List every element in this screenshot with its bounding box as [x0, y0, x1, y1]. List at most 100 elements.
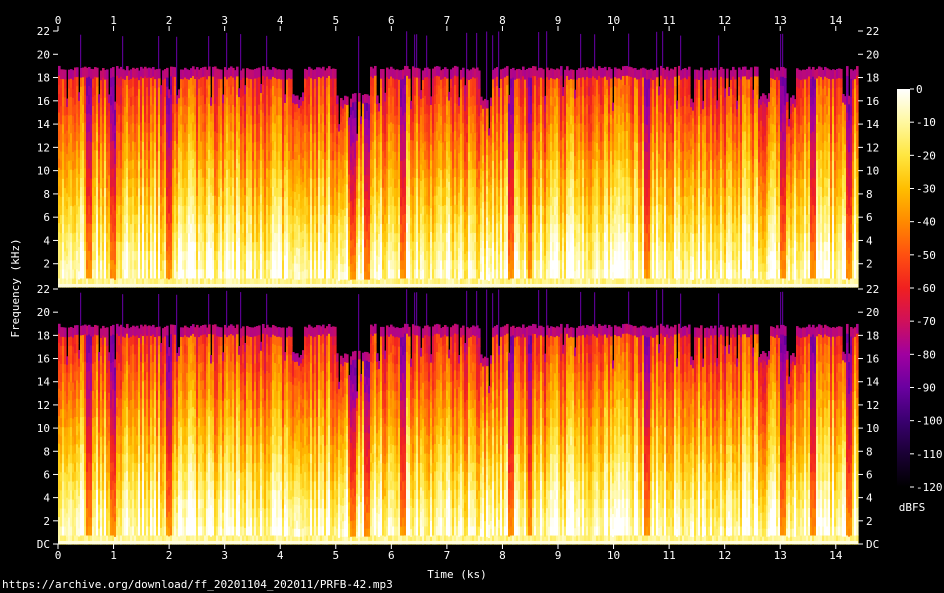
- spectrogram-cell: [314, 87, 317, 98]
- spectrogram-cell: [398, 277, 401, 288]
- spectrogram-cell: [186, 114, 189, 125]
- spectrogram-cell: [340, 271, 343, 280]
- spectrogram-cell: [368, 135, 371, 145]
- spectrogram-cell: [136, 150, 139, 160]
- spectrogram-cell: [380, 141, 383, 152]
- spectrogram-cell: [262, 66, 265, 76]
- spectrogram-cell: [336, 231, 339, 240]
- spectrogram-cell: [332, 205, 335, 215]
- spectrogram-cell: [96, 250, 99, 261]
- spectrogram-cell: [272, 149, 275, 160]
- spectrogram-cell: [94, 277, 97, 288]
- spectrogram-cell: [220, 250, 223, 261]
- spectrogram-cell: [132, 204, 135, 215]
- spectrogram-cell: [164, 214, 167, 225]
- spectrogram-cell: [366, 118, 369, 128]
- spectrogram-cell: [246, 77, 249, 87]
- spectrogram-cell: [280, 277, 283, 288]
- spectrogram-cell: [284, 190, 287, 200]
- spectrogram-cell: [68, 232, 71, 243]
- spectrogram-cell: [302, 157, 305, 166]
- spectrogram-cell: [232, 86, 235, 96]
- spectrogram-cell: [212, 250, 215, 261]
- spectrogram-cell: [378, 133, 381, 143]
- spectrogram-cell: [320, 223, 323, 233]
- spectrogram-cell: [108, 166, 111, 176]
- spectrogram-cell: [144, 259, 147, 270]
- spectrogram-cell: [130, 214, 133, 225]
- spectrogram-cell: [278, 114, 281, 125]
- spectrogram-cell: [270, 78, 273, 89]
- spectrogram-cell: [282, 105, 285, 116]
- spectrogram-cell: [130, 268, 133, 279]
- spectrogram-cell: [296, 207, 299, 216]
- spectrogram-cell: [160, 85, 163, 95]
- spectrogram-cell: [280, 241, 283, 252]
- spectrogram-cell: [398, 88, 401, 98]
- spectrogram-cell: [304, 223, 307, 234]
- spectrogram-cell: [242, 86, 245, 97]
- spectrogram-cell: [190, 113, 193, 124]
- spectrogram-cell: [346, 271, 349, 280]
- spectrogram-cell: [356, 191, 359, 199]
- spectrogram-cell: [128, 196, 131, 207]
- spectrogram-cell: [196, 76, 199, 86]
- spectrogram-cell: [372, 232, 375, 243]
- spectrogram-cell: [166, 177, 169, 188]
- spectrogram-cell: [150, 232, 153, 243]
- spectrogram-cell: [282, 259, 285, 270]
- spectrogram-cell: [282, 133, 285, 143]
- spectrogram-cell: [190, 122, 193, 133]
- spectrogram-cell: [334, 141, 337, 152]
- spectrogram-cell: [240, 160, 243, 171]
- spectrogram-cell: [310, 123, 313, 133]
- spectrogram-cell: [322, 176, 325, 187]
- spectrogram-cell: [138, 133, 141, 144]
- spectrogram-cell: [132, 113, 135, 124]
- spectrogram-cell: [164, 78, 167, 88]
- spectrogram-cell: [282, 196, 285, 207]
- spectrogram-cell: [144, 75, 147, 86]
- spectrogram-cell: [122, 69, 125, 79]
- spectrogram-cell: [370, 268, 373, 279]
- spectrogram-cell: [272, 131, 275, 141]
- spectrogram-cell: [204, 121, 207, 132]
- spectrogram-cell: [70, 69, 73, 79]
- spectrogram-cell: [364, 270, 367, 280]
- spectrogram-cell: [220, 277, 223, 288]
- spectrogram-cell: [314, 214, 317, 225]
- spectrogram-cell: [324, 223, 327, 234]
- spectrogram-cell: [82, 213, 85, 224]
- spectrogram-cell: [232, 122, 235, 133]
- spectrogram-cell: [324, 142, 327, 153]
- spectrogram-cell: [174, 103, 177, 114]
- spectrogram-cell: [134, 177, 137, 188]
- spectrogram-cell: [60, 78, 63, 89]
- spectrogram-cell: [344, 231, 347, 240]
- spectrogram-cell: [284, 214, 287, 224]
- spectrogram-cell: [180, 87, 183, 98]
- spectrogram-cell: [68, 178, 71, 188]
- spectrogram-cell: [188, 160, 191, 171]
- spectrogram-cell: [80, 131, 83, 142]
- spectrogram-cell: [98, 214, 101, 224]
- spectrogram-cell: [256, 195, 259, 206]
- spectrogram-cell: [162, 79, 165, 89]
- spectrogram-cell: [262, 213, 265, 224]
- spectrogram-cell: [290, 187, 293, 197]
- spectrogram-cell: [164, 159, 167, 170]
- spectrogram-cell: [92, 250, 95, 261]
- spectrogram-cell: [114, 271, 117, 280]
- spectrogram-cell: [142, 159, 145, 170]
- spectrogram-cell: [64, 268, 67, 279]
- spectrogram-cell: [66, 263, 69, 272]
- spectrogram-cell: [364, 238, 367, 248]
- spectrogram-cell: [290, 141, 293, 152]
- spectrogram-cell: [88, 222, 91, 233]
- spectrogram-cell: [292, 270, 295, 280]
- spectrogram-cell: [246, 113, 249, 124]
- spectrogram-cell: [218, 232, 221, 243]
- spectrogram-cell: [140, 222, 143, 233]
- spectrogram-cell: [334, 132, 337, 143]
- spectrogram-cell: [206, 223, 209, 234]
